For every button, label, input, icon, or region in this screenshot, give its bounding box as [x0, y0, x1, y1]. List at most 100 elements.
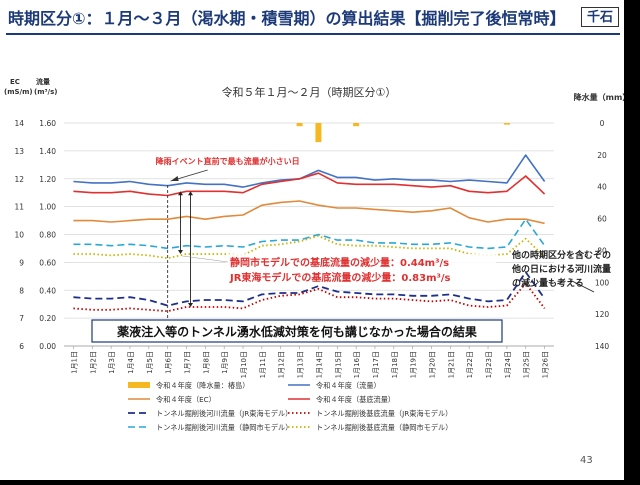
series-line [73, 172, 546, 197]
ec-tick: 9 [19, 258, 24, 267]
x-tick-label: 1月6日 [165, 351, 173, 374]
precip-tick: 0 [600, 119, 605, 128]
x-tick-label: 1月11日 [259, 351, 267, 378]
x-tick-label: 1月1日 [70, 351, 78, 374]
legend-label: トンネル掘削後河川流量（JR東海モデル） [156, 409, 292, 418]
bottom-statement-box [91, 319, 503, 343]
annotations: 降雨イベント直前で最も流量が小さい日静岡市モデルでの基底流量の減少量：0.44m… [91, 156, 611, 343]
x-tick-label: 1月22日 [466, 351, 474, 378]
x-tick-label: 1月4日 [127, 351, 135, 374]
arrowhead [178, 250, 183, 255]
precip-tick: 60 [597, 215, 607, 224]
chart-axes: 令和５年１月～２月（時期区分①） 0.00 6 0.20 7 0.40 8 0.60 9 0.80… [4, 77, 624, 378]
legend-label: 令和４年度（流量） [316, 381, 381, 390]
x-tick-label: 1月13日 [297, 351, 305, 378]
right-note-line: 他の日における河川流量 [511, 263, 611, 275]
x-tick-label: 1月16日 [353, 351, 361, 378]
precip-tick: 100 [595, 278, 610, 287]
x-tick-label: 1月15日 [334, 351, 342, 378]
ec-tick: 7 [19, 314, 24, 323]
legend-label: 令和４年度（EC） [156, 395, 216, 404]
flow-tick: 0.80 [39, 231, 56, 240]
arrowhead [188, 302, 193, 307]
series-lines [73, 154, 546, 313]
page-title: 時期区分①：１月～３月（渇水期・積雪期）の算出結果【掘削完了後恒常時】 [8, 9, 566, 28]
chart-grid [64, 122, 554, 347]
x-tick-label: 1月21日 [447, 351, 455, 378]
ec-tick: 13 [14, 147, 24, 156]
flow-tick: 0.00 [39, 342, 56, 351]
x-tick-label: 1月25日 [523, 351, 531, 378]
x-tick-label: 1月18日 [391, 351, 399, 378]
flow-tick: 1.20 [39, 175, 56, 184]
x-tick-label: 1月8日 [202, 351, 210, 374]
ec-tick: 14 [14, 119, 24, 128]
flow-tick: 0.20 [39, 314, 56, 323]
x-tick-label: 1月10日 [240, 351, 248, 378]
x-tick-label: 1月12日 [278, 351, 286, 378]
note-arrow [569, 279, 595, 293]
ec-tick: 6 [19, 342, 24, 351]
precip-bar [503, 123, 510, 125]
flow-tick: 1.00 [39, 203, 56, 212]
x-tick-label: 1月24日 [504, 351, 512, 378]
x-tick-label: 1月7日 [184, 351, 192, 374]
precip-tick: 20 [597, 151, 607, 160]
title-underline [6, 33, 620, 35]
event-arrowhead [170, 176, 179, 181]
x-tick-label: 1月5日 [146, 351, 154, 374]
series-line [73, 200, 545, 225]
flow-axis-label: 流量 [36, 77, 50, 86]
legend-label: 令和４年度（基底流量） [316, 395, 395, 404]
x-tick-label: 1月9日 [221, 351, 229, 374]
ec-tick: 11 [14, 203, 24, 212]
flow-tick: 0.60 [39, 258, 56, 267]
series-line [73, 154, 546, 188]
event-label: 降雨イベント直前で最も流量が小さい日 [156, 156, 300, 166]
precip-tick: 140 [595, 342, 610, 351]
legend-label: トンネル掘削後基底流量（JR東海モデル） [316, 409, 452, 418]
ec-tick: 12 [14, 175, 24, 184]
precip-bar [353, 123, 360, 127]
x-tick-label: 1月14日 [315, 351, 323, 378]
chart-legend: 令和４年度（降水量：椿島） 令和４年度（流量） 令和４年度（EC） 令和４年度（基底流… [128, 381, 452, 432]
ec-tick: 10 [14, 231, 24, 240]
legend-label: トンネル掘削後河川流量（静岡市モデル） [156, 423, 292, 432]
leader-line [182, 255, 229, 263]
x-tick-label: 1月23日 [485, 351, 493, 378]
precip-tick: 80 [597, 246, 607, 255]
ec-axis-label: EC [10, 78, 20, 86]
x-tick-label: 1月3日 [108, 351, 116, 374]
right-note-line: の減少量も考える [512, 277, 584, 289]
legend-label: トンネル掘削後基底流量（静岡市モデル） [316, 423, 452, 432]
legend-label: 令和４年度（降水量：椿島） [156, 381, 249, 390]
chart-title: 令和５年１月～２月（時期区分①） [222, 85, 397, 99]
ec-tick: 8 [19, 286, 24, 295]
flow-axis-unit: (m³/s) [34, 88, 57, 96]
x-tick-label: 1月19日 [410, 351, 418, 378]
jr-reduction-text: JR東海モデルでの基底流量の減少量：0.83m³/s [229, 271, 451, 284]
location-badge: 千石 [581, 7, 619, 27]
slide: 時期区分①：１月～３月（渇水期・積雪期）の算出結果【掘削完了後恒常時】 千石 令… [0, 0, 624, 480]
series-line [73, 271, 546, 307]
arrowhead [188, 191, 193, 196]
shizuoka-reduction-text: 静岡市モデルでの基底流量の減少量：0.44m³/s [230, 256, 449, 269]
reduction-text-bg [226, 254, 496, 284]
flow-tick: 1.40 [39, 147, 56, 156]
precip-bars [296, 123, 510, 143]
bottom-statement: 薬液注入等のトンネル湧水低減対策を何も講じなかった場合の結果 [117, 324, 477, 339]
precip-bar [296, 123, 303, 127]
precip-tick: 40 [597, 183, 607, 192]
series-line [73, 218, 546, 250]
precip-bar [315, 123, 322, 143]
flow-chart: 令和５年１月～２月（時期区分①） 0.00 6 0.20 7 0.40 8 0.60 9 0.80… [4, 77, 624, 432]
x-tick-label: 1月20日 [429, 351, 437, 378]
x-tick-label: 1月2日 [89, 351, 97, 374]
page-number: 43 [580, 455, 593, 466]
precip-axis-label: 降水量（mm） [574, 92, 624, 102]
flow-tick: 0.40 [39, 286, 56, 295]
x-tick-label: 1月17日 [372, 351, 380, 378]
arrowhead [178, 191, 183, 196]
series-line [73, 282, 546, 313]
x-tick-label: 1月26日 [542, 351, 550, 378]
